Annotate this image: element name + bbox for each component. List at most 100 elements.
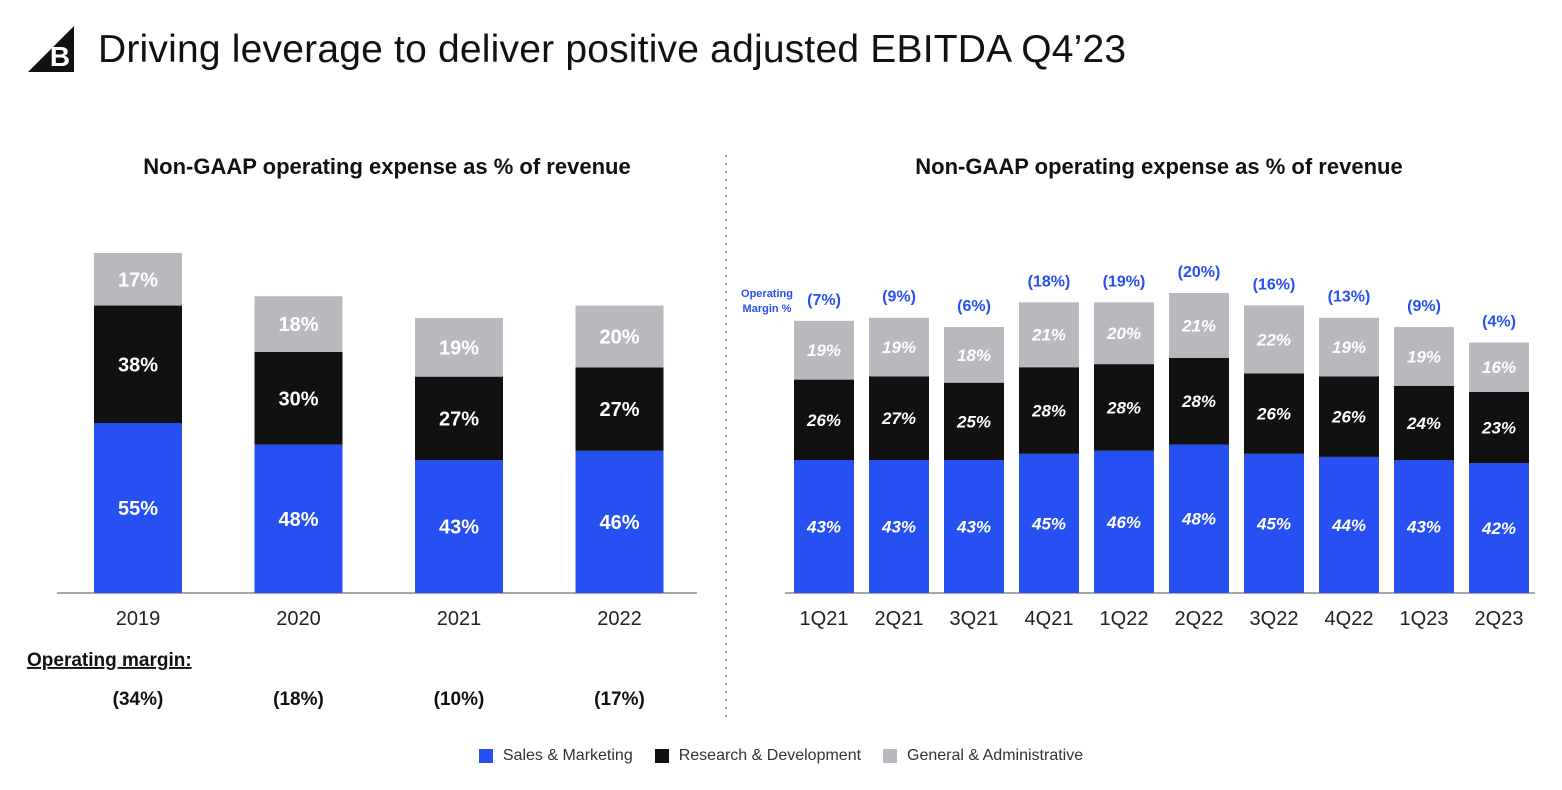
bar-segment-rnd <box>575 367 664 451</box>
x-tick-label: 2020 <box>276 608 321 630</box>
data-label-rnd: 26% <box>806 411 841 430</box>
bar-segment-rnd <box>1094 364 1154 451</box>
data-label-sales: 45% <box>1031 514 1066 533</box>
data-label-ga: 17% <box>118 269 158 291</box>
bar-segment-ga <box>1019 302 1079 368</box>
bar-segment-rnd <box>944 382 1004 461</box>
bar-segment-rnd <box>1469 391 1529 464</box>
data-label-ga: 20% <box>1106 324 1141 343</box>
data-label-sales: 43% <box>806 517 841 536</box>
x-tick-label: 2Q22 <box>1175 608 1224 630</box>
legend-label-sales: Sales & Marketing <box>502 747 633 764</box>
operating-margin-value: (16%) <box>1253 276 1296 293</box>
operating-margin-value: (18%) <box>273 689 324 710</box>
data-label-rnd: 23% <box>1481 418 1516 437</box>
data-label-sales: 46% <box>599 512 639 534</box>
bar-segment-ga <box>1094 302 1154 365</box>
logo-letter: B <box>50 41 70 72</box>
data-label-rnd: 28% <box>1181 392 1216 411</box>
data-label-ga: 18% <box>957 346 991 365</box>
bar-segment-sales <box>1394 460 1454 593</box>
operating-margin-value: (34%) <box>113 689 164 710</box>
data-label-rnd: 26% <box>1331 408 1366 427</box>
data-label-sales: 43% <box>439 517 479 539</box>
bar-segment-sales <box>415 460 503 593</box>
legend: Sales & Marketing Research & Development… <box>0 747 1562 765</box>
x-tick-label: 2Q21 <box>875 608 924 630</box>
x-tick-label: 3Q22 <box>1250 608 1299 630</box>
bar-segment-rnd <box>869 376 929 461</box>
data-label-sales: 43% <box>956 517 991 536</box>
x-tick-label: 4Q21 <box>1025 608 1074 630</box>
bar-segment-sales <box>1469 463 1529 593</box>
bar-segment-sales <box>794 460 854 593</box>
operating-margin-value: (17%) <box>594 689 645 710</box>
bar-segment-ga <box>415 317 503 377</box>
legend-swatch-ga <box>883 749 898 763</box>
legend-label-rnd: Research & Development <box>678 747 862 764</box>
bar-segment-sales <box>1319 456 1379 593</box>
data-label-sales: 45% <box>1256 514 1291 533</box>
data-label-ga: 19% <box>439 337 479 359</box>
bar-segment-ga <box>869 317 929 377</box>
bar-segment-rnd <box>94 305 182 423</box>
operating-margin-value: (9%) <box>1407 298 1441 315</box>
data-label-ga: 21% <box>1181 316 1216 335</box>
data-label-rnd: 28% <box>1106 398 1141 417</box>
data-label-sales: 43% <box>1406 517 1441 536</box>
charts-canvas: Non-GAAP operating expense as % of reven… <box>27 154 1535 722</box>
data-label-rnd: 27% <box>599 399 639 421</box>
operating-margin-value: (9%) <box>882 289 916 306</box>
bar-segment-ga <box>1319 317 1379 377</box>
chart-title: Non-GAAP operating expense as % of reven… <box>915 154 1402 179</box>
legend-item-ga: General & Administrative <box>883 747 1083 765</box>
legend-item-rnd: Research & Development <box>654 747 862 765</box>
legend-item-sales: Sales & Marketing <box>478 747 633 765</box>
bar-segment-ga <box>94 253 182 306</box>
bar-segment-ga <box>1394 327 1454 386</box>
bar-segment-ga <box>254 296 343 352</box>
data-label-sales: 46% <box>1106 513 1141 532</box>
operating-margin-value: (18%) <box>1028 273 1071 290</box>
operating-margin-value: (7%) <box>807 292 841 309</box>
data-label-rnd: 28% <box>1031 401 1066 420</box>
operating-margin-label: Operating <box>741 288 793 300</box>
data-label-rnd: 27% <box>881 409 916 428</box>
operating-margin-value: (13%) <box>1328 289 1371 306</box>
bar-segment-ga <box>944 327 1004 383</box>
bar-segment-rnd <box>254 351 343 445</box>
data-label-rnd: 30% <box>278 388 318 410</box>
data-label-ga: 18% <box>278 314 318 336</box>
data-label-sales: 55% <box>118 498 158 520</box>
bar-segment-sales <box>94 423 182 593</box>
data-label-rnd: 38% <box>118 354 158 376</box>
legend-swatch-sales <box>478 749 493 763</box>
x-tick-label: 2022 <box>597 608 642 630</box>
bigcommerce-logo-icon: B <box>28 26 74 72</box>
data-label-ga: 20% <box>599 326 639 348</box>
operating-margin-value: (6%) <box>957 298 991 315</box>
x-tick-label: 2019 <box>116 608 161 630</box>
data-label-rnd: 26% <box>1256 405 1291 424</box>
bar-segment-sales <box>1019 453 1079 593</box>
legend-label-ga: General & Administrative <box>907 747 1084 764</box>
data-label-sales: 48% <box>1181 510 1216 529</box>
operating-margin-label: Margin % <box>743 303 792 315</box>
data-label-ga: 19% <box>1332 338 1366 357</box>
bar-segment-sales <box>254 444 343 593</box>
bar-segment-ga <box>1169 293 1229 358</box>
x-tick-label: 2Q23 <box>1475 608 1524 630</box>
data-label-rnd: 25% <box>956 412 991 431</box>
bar-segment-rnd <box>794 379 854 461</box>
x-tick-label: 1Q23 <box>1400 608 1449 630</box>
data-label-ga: 19% <box>1407 347 1441 366</box>
bar-segment-sales <box>869 460 929 593</box>
bar-segment-sales <box>944 460 1004 593</box>
bar-segment-rnd <box>1319 376 1379 457</box>
operating-margin-label: Operating margin: <box>27 650 192 671</box>
data-label-ga: 21% <box>1031 326 1066 345</box>
legend-swatch-rnd <box>654 749 669 763</box>
x-tick-label: 2021 <box>437 608 482 630</box>
data-label-sales: 44% <box>1331 516 1366 535</box>
bar-segment-rnd <box>415 376 503 461</box>
